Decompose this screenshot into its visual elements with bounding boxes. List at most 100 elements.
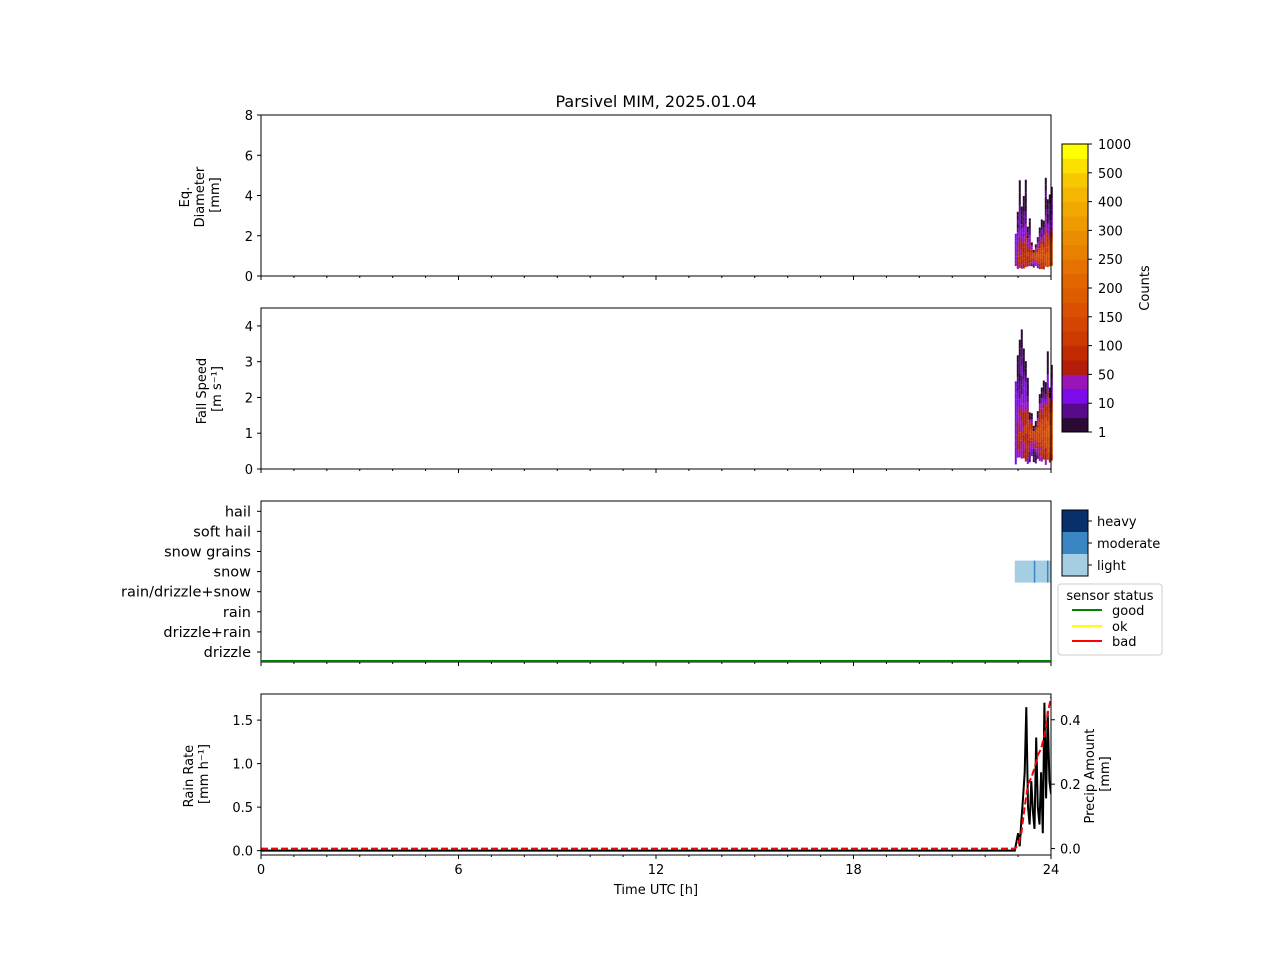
heatmap-cell (1018, 192, 1021, 200)
heatmap-cell (1032, 254, 1035, 257)
heatmap-cell (1024, 447, 1027, 455)
heatmap-cell (1046, 228, 1049, 234)
heatmap-cell (1020, 329, 1023, 339)
heatmap-cell (1040, 398, 1043, 404)
heatmap-cell (1044, 399, 1047, 406)
heatmap-cell (1018, 398, 1021, 408)
colorbar-cell (1062, 216, 1088, 231)
heatmap-cell (1044, 253, 1047, 261)
heatmap-cell (1044, 184, 1047, 191)
x-tick-label: 0 (257, 863, 265, 878)
y-tick-label: 1.5 (232, 714, 253, 729)
heatmap-cell (1040, 408, 1043, 414)
heatmap-cell (1038, 230, 1041, 234)
heatmap-cell (1038, 251, 1041, 255)
heatmap-cell (1022, 195, 1025, 202)
colorbar-cell (1062, 144, 1088, 159)
heatmap-cell (1016, 232, 1019, 237)
heatmap-cell (1028, 412, 1031, 416)
heatmap-cell (1028, 419, 1031, 424)
heatmap-cell (1036, 452, 1039, 456)
colorbar-tick-label: 250 (1098, 253, 1123, 268)
y-tick-label: 1 (245, 427, 253, 442)
heatmap-cell (1028, 231, 1031, 236)
category-label: rain (223, 605, 251, 621)
heatmap-cell (1018, 211, 1021, 218)
heatmap-cell (1016, 355, 1019, 363)
heatmap-cell (1016, 384, 1019, 392)
heatmap-cell (1024, 223, 1027, 230)
colorbar-cell (1062, 230, 1088, 246)
heatmap-cell (1016, 240, 1019, 245)
heatmap-cell (1044, 190, 1047, 197)
heatmap-cell (1044, 435, 1047, 442)
heatmap-cell (1022, 426, 1025, 435)
heatmap-cell (1024, 236, 1027, 243)
heatmap-cell (1032, 256, 1035, 258)
heatmap-cell (1032, 258, 1035, 261)
heatmap-cell (1036, 243, 1039, 247)
heatmap-cell (1036, 455, 1039, 459)
heatmap-cell (1022, 252, 1025, 259)
heatmap-cell (1046, 359, 1049, 367)
colorbar-tick-label: 500 (1098, 167, 1123, 182)
heatmap-cell (1016, 377, 1019, 385)
heatmap-cell (1036, 259, 1039, 262)
colorbar-tick-label: 400 (1098, 196, 1123, 211)
heatmap-cell (1050, 433, 1053, 440)
heatmap-cell (1034, 261, 1037, 263)
heatmap-cell (1048, 214, 1051, 221)
heatmap-cell (1024, 389, 1027, 397)
heatmap-cell (1026, 240, 1029, 244)
heatmap-cell (1020, 215, 1023, 220)
precip-amount-line (261, 696, 1051, 850)
heatmap-cell (1016, 443, 1019, 451)
y-tick-label: 0 (245, 270, 253, 285)
heatmap-cell (1026, 263, 1029, 267)
heatmap-cell (1028, 451, 1031, 456)
heatmap-cell (1034, 264, 1037, 266)
heatmap-cell (1048, 256, 1051, 262)
heatmap-cell (1048, 414, 1051, 420)
heatmap-cell (1048, 230, 1051, 236)
heatmap-cell (1038, 432, 1041, 438)
heatmap-cell (1048, 419, 1051, 425)
colorbar-cell (1062, 302, 1088, 318)
heatmap-cell (1046, 452, 1049, 460)
colorbar-tick-label: 1000 (1098, 138, 1131, 153)
heatmap-cell (1018, 217, 1021, 225)
heatmap-cell (1016, 252, 1019, 257)
heatmap-cell (1014, 458, 1017, 465)
heatmap-cell (1022, 201, 1025, 207)
heatmap-cell (1034, 262, 1037, 265)
heatmap-cell (1030, 416, 1033, 420)
heatmap-cell (1046, 233, 1049, 239)
heatmap-cell (1050, 405, 1053, 413)
heatmap-cell (1040, 240, 1043, 245)
heatmap-cell (1032, 430, 1035, 434)
heatmap-cell (1014, 240, 1017, 243)
heatmap-cell (1024, 361, 1027, 369)
heatmap-cell (1020, 421, 1023, 431)
heatmap-cell (1020, 449, 1023, 459)
heatmap-cell (1044, 423, 1047, 430)
legend-good-label: good (1112, 604, 1144, 619)
heatmap-cell (1026, 255, 1029, 258)
heatmap-cell (1040, 429, 1043, 436)
heatmap-cell (1032, 459, 1035, 463)
heatmap-cell (1050, 378, 1053, 386)
heatmap-cell (1038, 260, 1041, 264)
colorbar-cell (1062, 403, 1088, 419)
diameter-yticks: 0 2 4 6 8 (245, 109, 261, 285)
heatmap-cell (1022, 211, 1025, 217)
heatmap-cell (1034, 451, 1037, 455)
colorbar-cell (1062, 244, 1088, 260)
heatmap-cell (1044, 247, 1047, 254)
heatmap-cell (1050, 192, 1053, 199)
heatmap-cell (1016, 215, 1019, 220)
heatmap-cell (1050, 439, 1053, 447)
heatmap-cell (1050, 453, 1053, 461)
heatmap-cell (1024, 454, 1027, 462)
colorbar-tick-label: 150 (1098, 311, 1123, 326)
heatmap-cell (1014, 249, 1017, 253)
